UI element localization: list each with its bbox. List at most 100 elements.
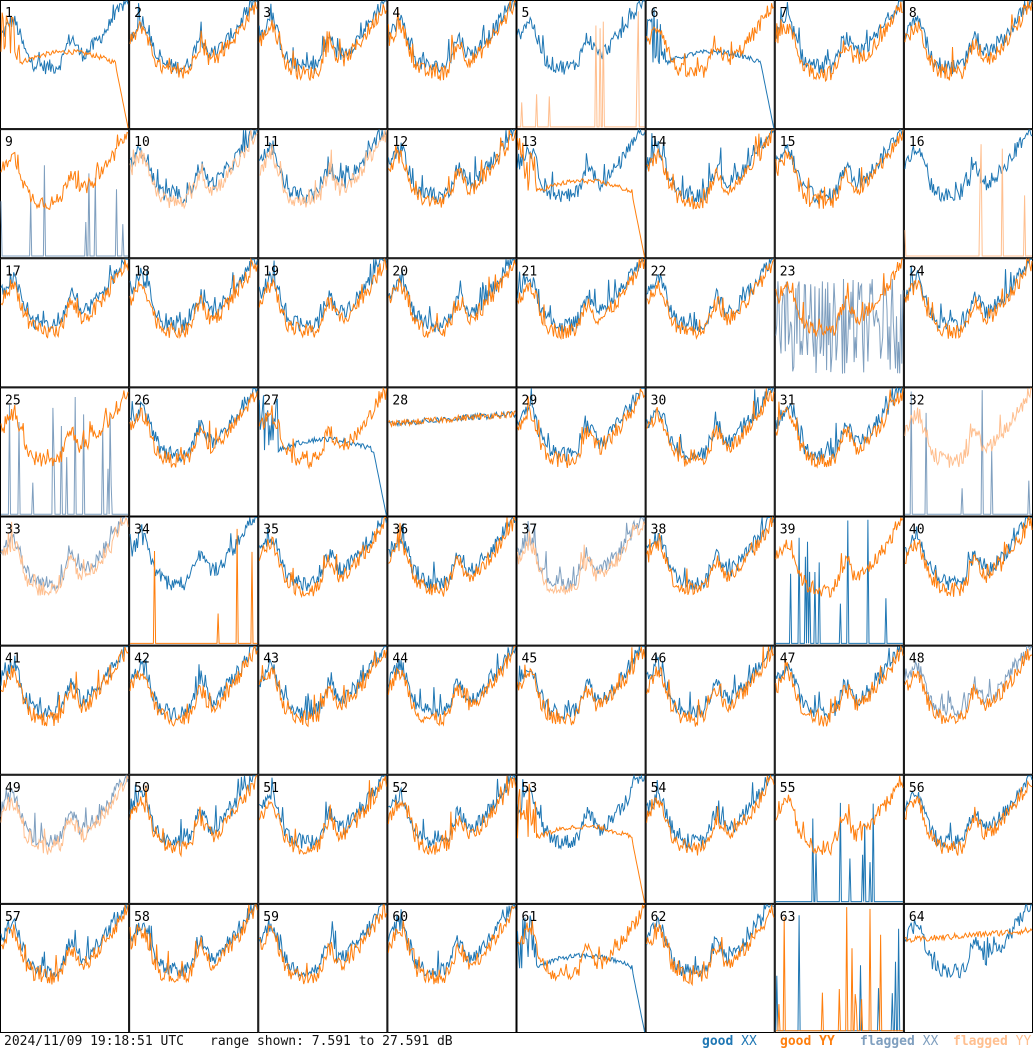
series-yy-line xyxy=(129,130,258,210)
panel-56: 56 xyxy=(903,774,1033,904)
panel-frame xyxy=(0,0,130,130)
panel-61: 61 xyxy=(516,903,646,1033)
series-yy-line xyxy=(517,521,646,595)
panel-frame xyxy=(258,387,388,517)
panel-frame xyxy=(774,516,904,646)
series-yy-line xyxy=(387,905,516,985)
series-yy-line xyxy=(775,907,903,1032)
series-yy-line xyxy=(517,904,646,982)
series-yy-line xyxy=(129,1,258,79)
panel-label: 22 xyxy=(651,264,667,279)
panel-frame xyxy=(774,387,904,517)
panel-32: 32 xyxy=(903,387,1033,517)
series-yy-line xyxy=(646,259,775,340)
series-yy-line xyxy=(388,517,516,597)
series-xx-line xyxy=(904,129,1033,203)
panel-label: 43 xyxy=(263,652,279,667)
panel-44: 44 xyxy=(387,645,517,775)
panel-label: 28 xyxy=(392,393,408,408)
series-xx-line xyxy=(258,0,387,74)
panel-label: 5 xyxy=(522,6,530,21)
panel-frame xyxy=(645,645,775,775)
panel-label: 11 xyxy=(263,135,279,150)
series-xx-line xyxy=(646,646,774,718)
panel-frame xyxy=(903,903,1033,1033)
panel-label: 10 xyxy=(134,135,150,150)
series-yy-line xyxy=(517,388,646,468)
series-yy-line xyxy=(0,12,129,129)
panel-frame xyxy=(645,516,775,646)
series-yy-line xyxy=(646,388,775,467)
panel-label: 37 xyxy=(522,523,538,538)
panel-26: 26 xyxy=(129,387,259,517)
series-xx-line xyxy=(904,645,1033,718)
panel-frame xyxy=(774,0,904,130)
panel-frame xyxy=(0,516,130,646)
legend-good-yy: good YY xyxy=(780,1034,835,1049)
panel-frame xyxy=(0,903,130,1033)
panel-label: 19 xyxy=(263,264,279,279)
series-xx-line xyxy=(904,904,1032,979)
panel-51: 51 xyxy=(258,774,388,904)
footer-bar: 2024/11/09 19:18:51 UTC range shown: 7.5… xyxy=(0,1033,1033,1053)
panel-7: 7 xyxy=(774,0,904,130)
series-yy-line xyxy=(904,387,1033,468)
panel-frame xyxy=(0,645,130,775)
series-xx-line xyxy=(0,165,129,257)
series-xx-line xyxy=(387,646,516,718)
series-xx-line xyxy=(0,0,129,75)
series-xx-line xyxy=(517,128,646,203)
panel-label: 32 xyxy=(909,393,925,408)
panel-label: 40 xyxy=(909,523,925,538)
series-yy-line xyxy=(387,0,516,81)
series-xx-line xyxy=(387,0,516,74)
panel-label: 24 xyxy=(909,264,925,279)
panel-40: 40 xyxy=(903,516,1033,646)
panel-label: 20 xyxy=(392,264,408,279)
series-yy-line xyxy=(259,130,387,208)
panel-label: 8 xyxy=(909,6,917,21)
series-xx-line xyxy=(258,395,387,516)
series-xx-line xyxy=(258,904,387,978)
panel-16: 16 xyxy=(903,129,1033,259)
panel-label: 51 xyxy=(263,781,279,796)
panel-24: 24 xyxy=(903,257,1033,388)
series-yy-line xyxy=(775,388,904,469)
series-xx-line xyxy=(388,774,516,849)
panel-label: 16 xyxy=(909,135,925,150)
legend-flagged-xx: flagged XX xyxy=(860,1034,939,1049)
panel-frame xyxy=(129,258,259,388)
panel-label: 18 xyxy=(134,264,150,279)
panel-25: 25 xyxy=(0,387,130,517)
series-xx-line xyxy=(775,129,904,205)
panel-frame xyxy=(258,774,388,904)
panel-label: 53 xyxy=(522,781,538,796)
timestamp-label: 2024/11/09 19:18:51 UTC xyxy=(4,1034,185,1049)
panel-13: 13 xyxy=(516,128,646,259)
panel-6: 6 xyxy=(645,0,775,130)
series-yy-line xyxy=(258,649,387,728)
panel-frame xyxy=(774,129,904,259)
panel-label: 34 xyxy=(134,523,150,538)
series-yy-line xyxy=(258,517,387,599)
panel-11: 11 xyxy=(258,128,388,259)
panel-frame xyxy=(774,903,904,1033)
series-xx-line xyxy=(904,258,1032,332)
series-yy-line xyxy=(904,144,1032,257)
panel-55: 55 xyxy=(774,774,904,904)
series-xx-line xyxy=(129,258,258,333)
panel-label: 57 xyxy=(5,910,21,925)
series-xx-line xyxy=(646,129,775,204)
panel-frame xyxy=(258,0,388,130)
panel-label: 12 xyxy=(392,135,408,150)
panel-10: 10 xyxy=(129,128,259,259)
series-yy-line xyxy=(258,775,387,855)
panel-59: 59 xyxy=(258,903,388,1033)
panel-frame xyxy=(387,387,517,517)
panel-label: 64 xyxy=(909,910,925,925)
panel-frame xyxy=(0,258,130,388)
panel-label: 52 xyxy=(392,781,408,796)
panel-48: 48 xyxy=(903,645,1033,775)
series-xx-line xyxy=(258,775,387,849)
panel-label: 17 xyxy=(5,264,21,279)
